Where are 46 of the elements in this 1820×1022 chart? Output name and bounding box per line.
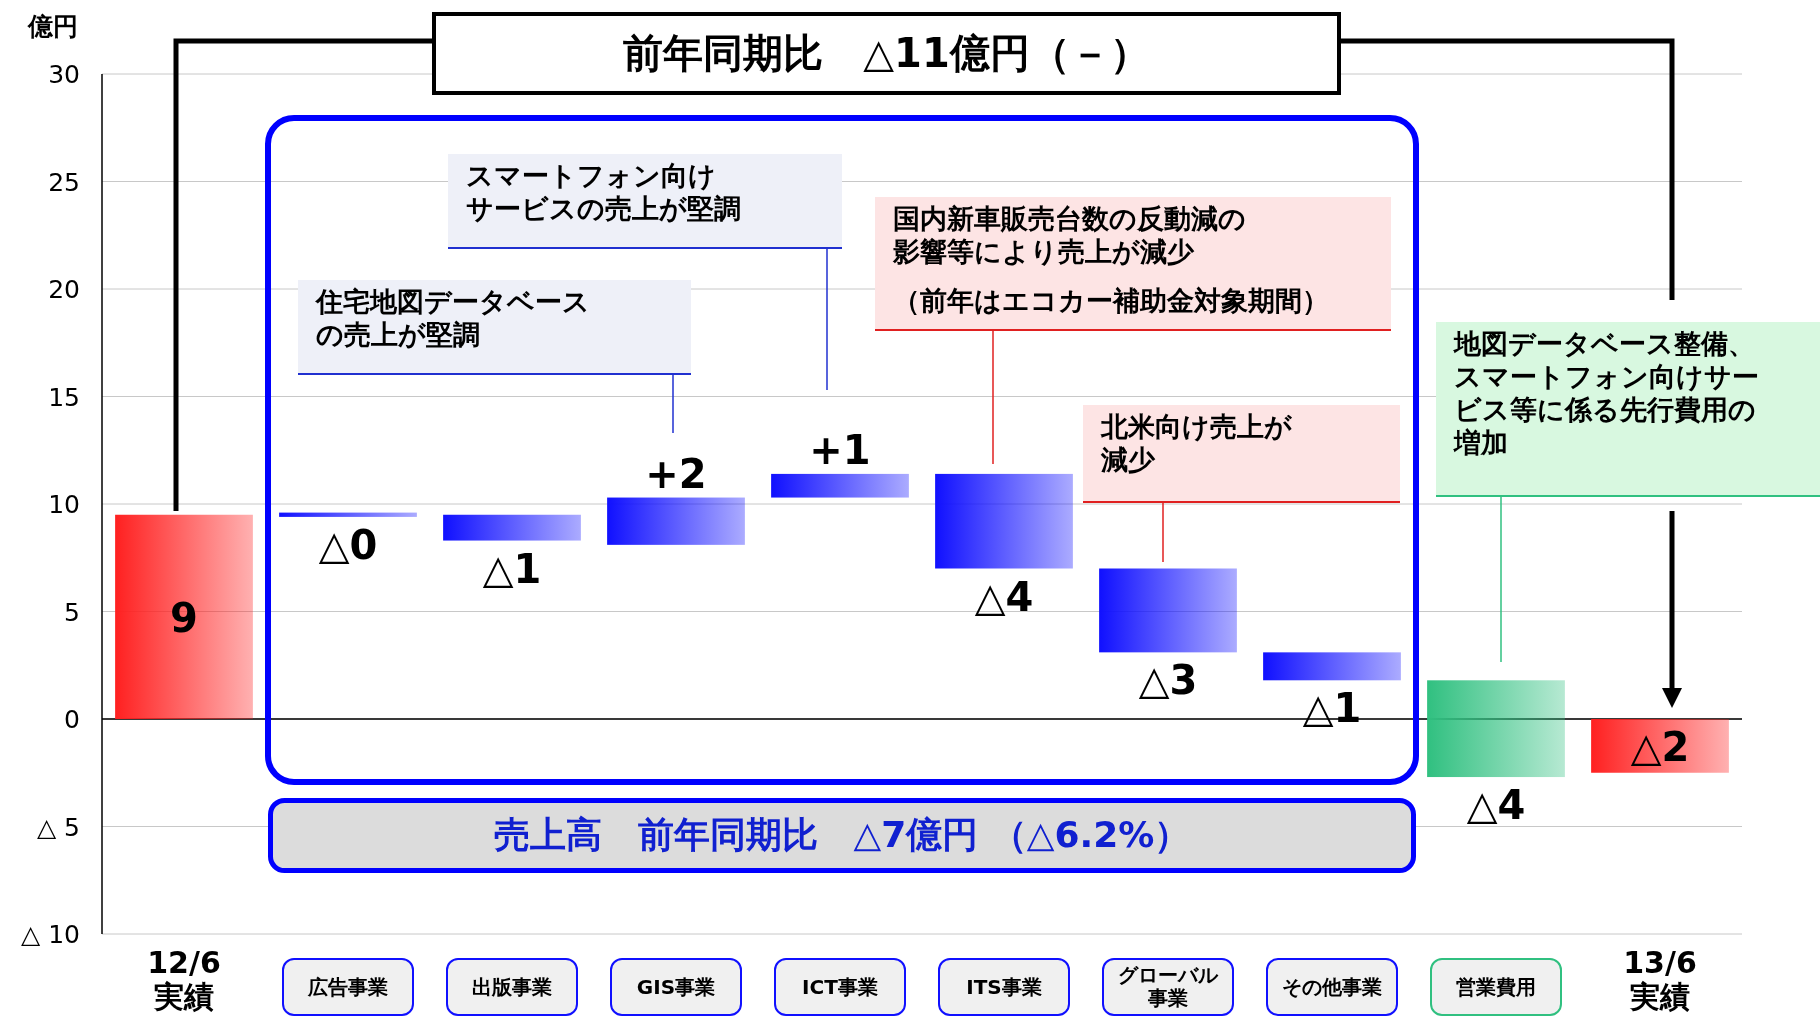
- y-axis-title: 億円: [28, 11, 78, 43]
- annotation: 地図データベース整備、スマートフォン向けサービス等に係る先行費用の増加: [1454, 328, 1760, 460]
- data-label: △1: [482, 545, 542, 592]
- data-label: △2: [1630, 723, 1690, 770]
- y-tick-label: 30: [48, 60, 80, 89]
- bar: [771, 473, 909, 498]
- x-tick-label: 広告事業: [282, 958, 414, 1016]
- annotation: スマートフォン向け: [466, 160, 717, 193]
- bar: [1099, 568, 1237, 653]
- x-tick-label: 出版事業: [446, 958, 578, 1016]
- x-tick-label: ICT事業: [774, 958, 906, 1016]
- x-tick-label: GIS事業: [610, 958, 742, 1016]
- y-tick-label: 20: [48, 275, 80, 304]
- x-tick-label: グローバル事業: [1102, 958, 1234, 1016]
- x-tick-label: 営業費用: [1430, 958, 1562, 1016]
- y-tick-label: 10: [48, 490, 80, 519]
- data-label: +1: [809, 426, 871, 473]
- annotation: サービスの売上が堅調: [466, 193, 742, 226]
- bar: [1263, 652, 1401, 681]
- y-tick-label: 5: [64, 597, 80, 627]
- bar: [115, 514, 253, 719]
- x-tick-label: その他事業: [1266, 958, 1398, 1016]
- data-label: △0: [318, 521, 378, 568]
- data-label: △4: [974, 573, 1034, 620]
- data-label: 9: [170, 594, 198, 641]
- bar: [279, 512, 417, 517]
- x-tick-label: 13/6実績: [1622, 944, 1698, 1015]
- bar: [443, 514, 581, 541]
- data-label: △3: [1138, 657, 1198, 704]
- annotation: 北米向け売上が減少: [1101, 411, 1293, 477]
- x-tick-label: 12/6実績: [146, 944, 222, 1015]
- x-tick-label: ITS事業: [938, 958, 1070, 1016]
- y-tick-label: 25: [48, 167, 80, 197]
- y-tick-label: △ 5: [36, 812, 80, 842]
- data-label: △4: [1466, 782, 1526, 829]
- bar: [1591, 719, 1729, 773]
- bar: [1427, 680, 1565, 778]
- y-tick-label: 0: [64, 705, 80, 734]
- annotation: 住宅地図データベースの売上が堅調: [316, 286, 591, 352]
- bar: [607, 497, 745, 545]
- annotation: （前年はエコカー補助金対象期間）: [893, 285, 1330, 318]
- y-tick-label: △ 10: [21, 920, 80, 949]
- y-tick-label: 15: [48, 382, 80, 412]
- bar: [935, 473, 1073, 569]
- data-label: +2: [645, 450, 707, 497]
- annotation: 国内新車販売台数の反動減の影響等により売上が減少: [893, 203, 1247, 269]
